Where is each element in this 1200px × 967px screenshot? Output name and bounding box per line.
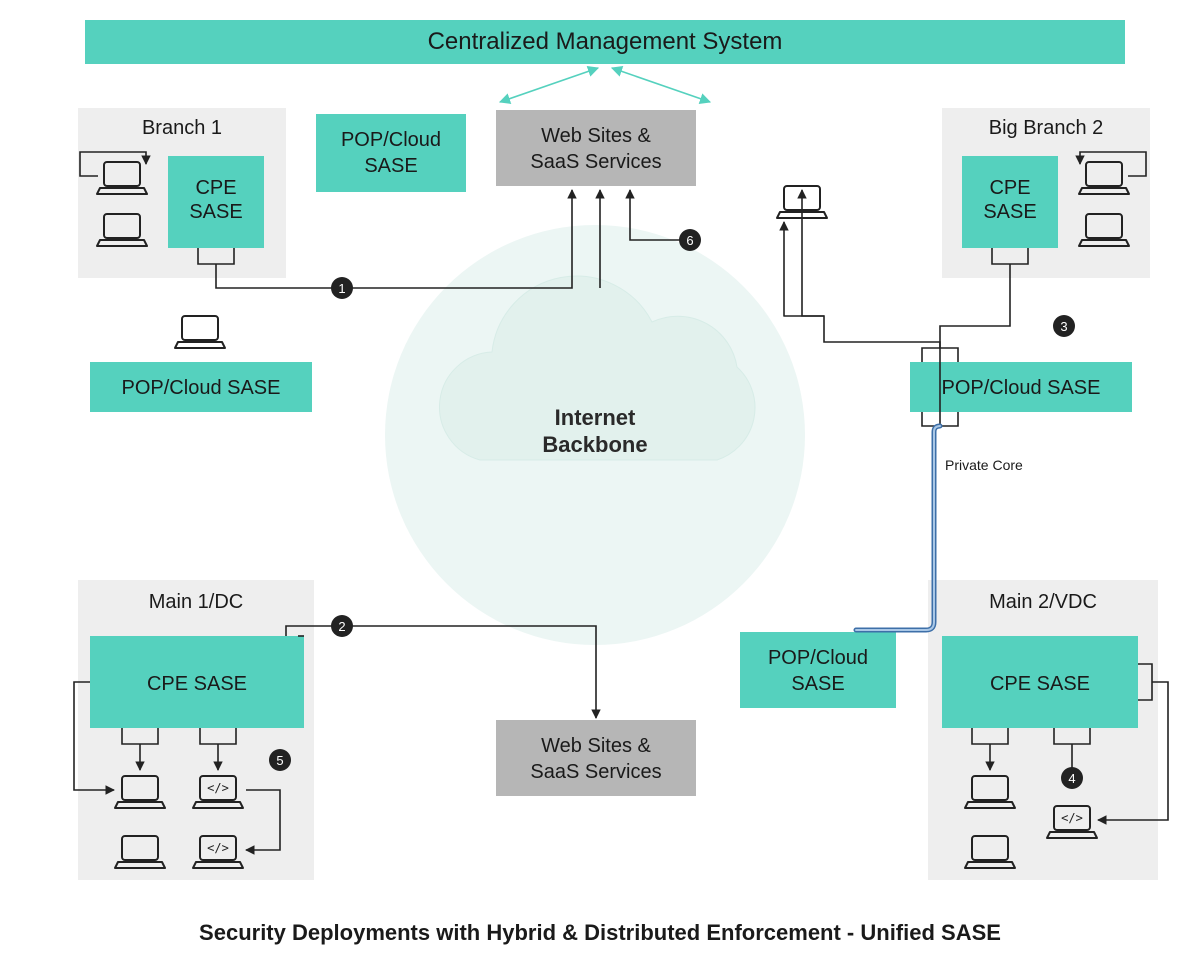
web-saas-top: [496, 110, 696, 186]
pop-cloud-bottom: [740, 632, 896, 708]
bigbranch2-cpe-l2: SASE: [983, 201, 1036, 223]
branch1-cpe-l1: CPE: [195, 177, 236, 199]
pop-cloud-left-l: POP/Cloud SASE: [122, 377, 281, 399]
svg-text:6: 6: [686, 233, 693, 248]
svg-text:5: 5: [276, 753, 283, 768]
header-label: Centralized Management System: [428, 28, 783, 55]
laptop-icon: [175, 316, 225, 348]
bigbranch2-title: Big Branch 2: [989, 117, 1104, 139]
branch1-title: Branch 1: [142, 117, 222, 139]
header-arrow-left: [500, 68, 598, 102]
pop-cloud-top-l2: SASE: [364, 155, 417, 177]
private-core-line: [856, 426, 940, 630]
main2-cpe-l: CPE SASE: [990, 673, 1090, 695]
pop-cloud-bottom-l2: SASE: [791, 673, 844, 695]
cloud-label-2: Backbone: [542, 432, 647, 457]
main1-panel: [78, 580, 314, 880]
web-saas-bottom: [496, 720, 696, 796]
web-saas-bottom-l1: Web Sites &: [541, 735, 651, 757]
web-saas-top-l1: Web Sites &: [541, 125, 651, 147]
branch1-cpe-l2: SASE: [189, 201, 242, 223]
pop-cloud-bottom-l1: POP/Cloud: [768, 647, 868, 669]
pop-cloud-top-l1: POP/Cloud: [341, 129, 441, 151]
private-core-inner: [856, 426, 940, 630]
private-core-label: Private Core: [945, 457, 1023, 473]
svg-text:2: 2: [338, 619, 345, 634]
web-saas-top-l2: SaaS Services: [530, 151, 661, 173]
main2-panel: [928, 580, 1158, 880]
cloud-label-1: Internet: [555, 405, 636, 430]
header-arrow-right: [612, 68, 710, 102]
svg-text:1: 1: [338, 281, 345, 296]
main1-cpe-l: CPE SASE: [147, 673, 247, 695]
pop-cloud-top: [316, 114, 466, 192]
web-saas-bottom-l2: SaaS Services: [530, 761, 661, 783]
svg-text:3: 3: [1060, 319, 1067, 334]
main1-title: Main 1/DC: [149, 591, 243, 613]
main2-title: Main 2/VDC: [989, 591, 1097, 613]
diagram-caption: Security Deployments with Hybrid & Distr…: [199, 920, 1001, 945]
pop-cloud-right-l: POP/Cloud SASE: [942, 377, 1101, 399]
svg-text:4: 4: [1068, 771, 1075, 786]
bigbranch2-cpe-l1: CPE: [989, 177, 1030, 199]
